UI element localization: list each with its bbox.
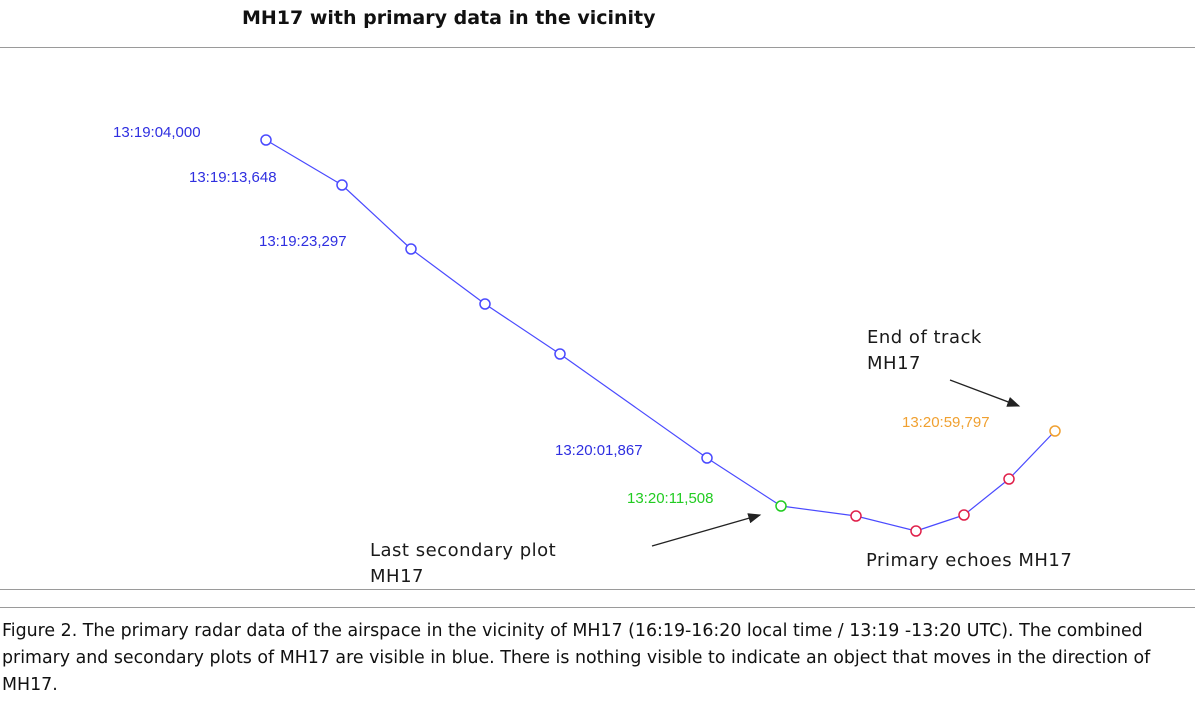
primary-echo-marker — [910, 525, 922, 537]
secondary-plot-marker — [701, 452, 713, 464]
last-secondary-plot-marker — [775, 500, 787, 512]
track-segment — [855, 515, 917, 532]
secondary-plot-marker — [554, 348, 566, 360]
primary-echo-marker — [1003, 473, 1015, 485]
track-segment — [780, 505, 857, 517]
diagram-title: MH17 with primary data in the vicinity — [242, 7, 656, 29]
secondary-plot-marker — [260, 134, 272, 146]
time-label: 13:19:04,000 — [113, 124, 201, 141]
secondary-plot-marker — [405, 243, 417, 255]
caption-divider — [0, 607, 1195, 608]
track-line — [265, 139, 1056, 532]
time-label: 13:20:01,867 — [555, 442, 643, 459]
last-secondary-time-label: 13:20:11,508 — [627, 490, 713, 507]
end-of-track-arrow — [949, 379, 1021, 407]
time-label: 13:19:23,297 — [259, 233, 347, 250]
secondary-plot-marker — [479, 298, 491, 310]
last-secondary-annotation-line2: MH17 — [370, 566, 424, 587]
secondary-plot-marker — [336, 179, 348, 191]
last-secondary-arrow — [651, 513, 762, 547]
track-segment — [915, 514, 965, 532]
end-of-track-marker — [1049, 425, 1061, 437]
primary-echo-marker — [958, 509, 970, 521]
track-segment — [341, 184, 412, 250]
end-of-track-annotation-line2: MH17 — [867, 353, 921, 374]
plot-bottom-divider — [0, 589, 1195, 590]
track-plot: 13:19:04,000 13:19:13,648 13:19:23,297 1… — [113, 124, 1072, 587]
track-segment — [559, 353, 708, 459]
top-divider — [0, 47, 1195, 48]
track-segment — [484, 303, 561, 355]
last-secondary-annotation: Last secondary plot — [370, 540, 556, 561]
primary-echoes-annotation: Primary echoes MH17 — [866, 550, 1072, 571]
track-segment — [706, 457, 782, 507]
track-segment — [410, 248, 486, 305]
end-of-track-time-label: 13:20:59,797 — [902, 414, 990, 431]
time-label: 13:19:13,648 — [189, 169, 277, 186]
track-segment — [963, 478, 1010, 516]
end-of-track-annotation: End of track — [867, 327, 982, 348]
track-segment — [265, 139, 343, 186]
track-segment — [1008, 430, 1056, 480]
primary-echo-marker — [850, 510, 862, 522]
figure-caption: Figure 2. The primary radar data of the … — [2, 621, 1151, 695]
